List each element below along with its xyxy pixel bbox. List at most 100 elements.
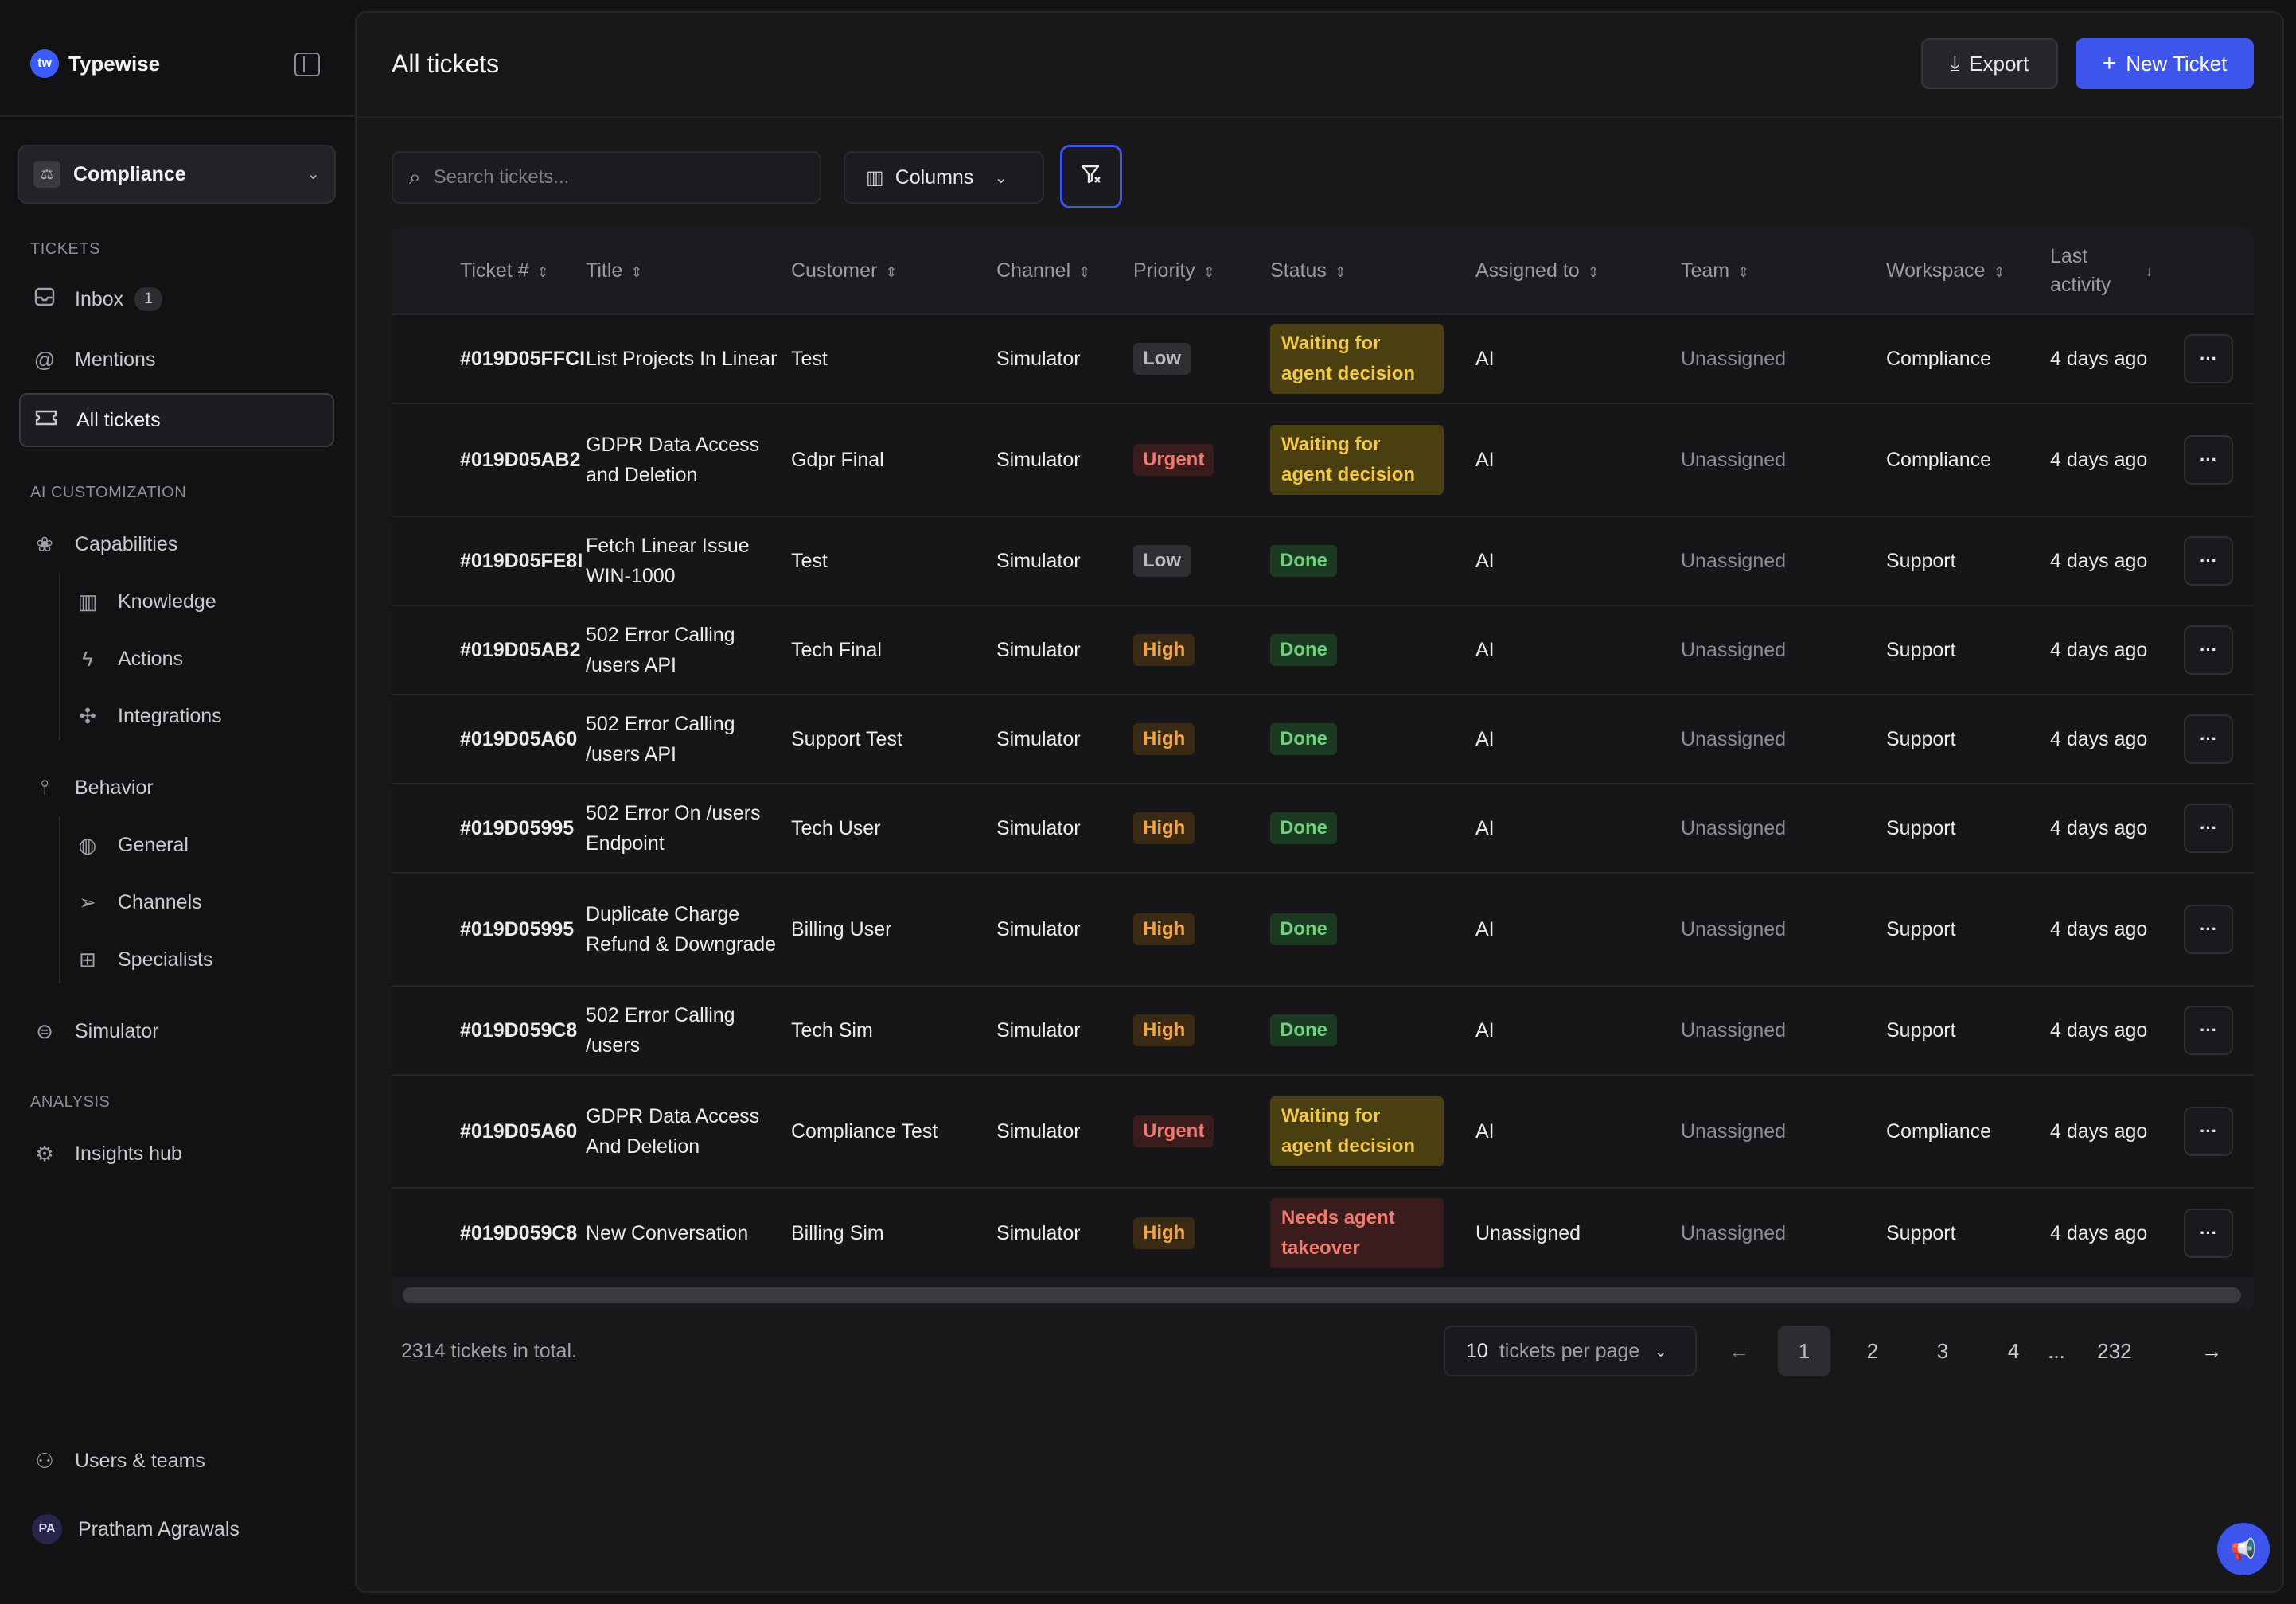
table-row[interactable]: #019D05FE8I Fetch Linear Issue WIN-1000 Te… (392, 516, 2254, 605)
sidebar-item-channels[interactable]: ➢ Channels (19, 875, 334, 929)
priority-cell: High (1133, 694, 1270, 784)
customer-cell: Test (791, 313, 996, 403)
page-last-button[interactable]: 232 (2097, 1338, 2132, 1363)
col-priority-header[interactable]: Priority ⇕ (1133, 228, 1270, 314)
table-row[interactable]: #019D05995 Duplicate Charge Refund & Down… (392, 872, 2254, 986)
more-options-icon[interactable]: ··· (2184, 1107, 2233, 1156)
sidebar-item-specialists[interactable]: ⊞ Specialists (19, 932, 334, 987)
sidebar-item-label: Integrations (118, 704, 222, 727)
arrow-right-icon: → (2201, 1338, 2222, 1363)
assigned-cell: AI (1475, 985, 1681, 1075)
row-actions-cell: ··· (2184, 605, 2254, 695)
page-2-button[interactable]: 2 (1866, 1338, 1879, 1363)
workspace-selector[interactable]: ⚖ Compliance ⌄ (18, 145, 336, 204)
brand[interactable]: tw Typewise (30, 49, 160, 78)
table-row[interactable]: #019D059C8 502 Error Calling /users Tech S… (392, 985, 2254, 1075)
sidebar-item-actions[interactable]: ϟ Actions (19, 632, 334, 686)
workspace-cell: Support (1886, 694, 2050, 784)
col-channel-header[interactable]: Channel ⇕ (996, 228, 1133, 314)
sidebar-item-simulator[interactable]: ⊜ Simulator (19, 1004, 334, 1058)
search-field[interactable]: ⌕ (392, 151, 821, 204)
help-announcement-button[interactable]: 📢 (2217, 1523, 2270, 1575)
user-profile[interactable]: PA Pratham Agrawals (19, 1502, 334, 1556)
header-divider (357, 116, 2282, 118)
search-input[interactable] (431, 165, 785, 189)
col-title-header[interactable]: Title ⇕ (586, 228, 791, 314)
filter-button[interactable] (1060, 145, 1122, 208)
more-options-icon[interactable]: ··· (2184, 1208, 2233, 1258)
sort-icon: ⇕ (1737, 263, 1750, 280)
status-badge: Done (1270, 545, 1337, 577)
page-4-button[interactable]: 4 (2007, 1338, 2020, 1363)
main-panel: All tickets ⤓ Export + New Ticket ⌕ ▥ Co… (355, 11, 2284, 1593)
table-row[interactable]: #019D05A60 502 Error Calling /users API Su… (392, 694, 2254, 784)
more-options-icon[interactable]: ··· (2184, 714, 2233, 764)
prev-page-button[interactable]: ← (1713, 1326, 1765, 1376)
export-button[interactable]: ⤓ Export (1921, 38, 2058, 89)
page-1-button[interactable]: 1 (1778, 1326, 1830, 1376)
sort-icon: ⇕ (536, 263, 549, 280)
col-assigned-header[interactable]: Assigned to ⇕ (1475, 228, 1681, 314)
sidebar-item-users-teams[interactable]: ⚇ Users & teams (19, 1434, 334, 1488)
status-cell: Done (1270, 516, 1475, 605)
channel-cell: Simulator (996, 1187, 1133, 1277)
table-row[interactable]: #019D05995 502 Error On /users Endpoint Te… (392, 783, 2254, 873)
row-actions-cell: ··· (2184, 783, 2254, 873)
status-cell: Waiting for agent decision (1270, 313, 1475, 403)
page-3-button[interactable]: 3 (1936, 1338, 1949, 1363)
sidebar-item-inbox[interactable]: Inbox 1 (19, 272, 334, 326)
per-page-select[interactable]: 10 tickets per page ⌄ (1444, 1326, 1697, 1376)
lightning-icon: ϟ (82, 646, 93, 671)
more-options-icon[interactable]: ··· (2184, 435, 2233, 485)
at-sign-icon: @ (33, 347, 56, 372)
workspace-cell: Support (1886, 516, 2050, 605)
sidebar-item-mentions[interactable]: @ Mentions (19, 333, 334, 387)
sidebar-item-general[interactable]: ◍ General (19, 818, 334, 872)
col-status-header[interactable]: Status ⇕ (1270, 228, 1475, 314)
status-cell: Done (1270, 985, 1475, 1075)
col-label: Priority (1133, 259, 1195, 282)
sidebar-item-insights-hub[interactable]: ⚙ Insights hub (19, 1127, 334, 1181)
next-page-button[interactable]: → (2185, 1326, 2238, 1376)
customer-cell: Tech User (791, 783, 996, 873)
col-customer-header[interactable]: Customer ⇕ (791, 228, 996, 314)
sidebar-item-knowledge[interactable]: ▥ Knowledge (19, 574, 334, 629)
status-cell: Done (1270, 783, 1475, 873)
status-badge: Done (1270, 913, 1337, 945)
sidebar-item-integrations[interactable]: ✣ Integrations (19, 689, 334, 743)
sidebar-item-behavior[interactable]: ⫯ Behavior (19, 761, 334, 815)
row-actions-cell: ··· (2184, 1187, 2254, 1277)
col-ticket-header[interactable]: Ticket # ⇕ (392, 228, 586, 314)
horizontal-scrollbar[interactable] (403, 1287, 2241, 1303)
brain-icon: ❀ (36, 531, 53, 556)
sidebar-item-label: Knowledge (118, 590, 216, 613)
col-last-activity-header[interactable]: Last activity ↓ (2050, 228, 2184, 314)
collapse-sidebar-icon[interactable] (294, 53, 320, 76)
sort-icon: ⇕ (1203, 263, 1215, 280)
sort-icon: ⇕ (1993, 263, 2006, 280)
more-options-icon[interactable]: ··· (2184, 536, 2233, 586)
team-cell: Unassigned (1681, 694, 1886, 784)
team-cell: Unassigned (1681, 403, 1886, 516)
ticket-title-cell: Duplicate Charge Refund & Downgrade (586, 872, 791, 986)
table-row[interactable]: #019D05A60 GDPR Data Access And Deletion C… (392, 1074, 2254, 1188)
priority-cell: High (1133, 985, 1270, 1075)
sidebar-item-capabilities[interactable]: ❀ Capabilities (19, 517, 334, 571)
sort-icon: ⇕ (1587, 263, 1600, 280)
more-options-icon[interactable]: ··· (2184, 1006, 2233, 1055)
table-row[interactable]: #019D05AB2 502 Error Calling /users API Te… (392, 605, 2254, 695)
columns-button[interactable]: ▥ Columns ⌄ (844, 151, 1044, 204)
more-options-icon[interactable]: ··· (2184, 334, 2233, 383)
col-team-header[interactable]: Team ⇕ (1681, 228, 1886, 314)
sidebar-item-all-tickets[interactable]: All tickets (19, 393, 334, 447)
table-row[interactable]: #019D05FFCI List Projects In Linear Test Si… (392, 313, 2254, 403)
table-row[interactable]: #019D059C8 New Conversation Billing Sim Sim… (392, 1187, 2254, 1277)
more-options-icon[interactable]: ··· (2184, 625, 2233, 675)
more-options-icon[interactable]: ··· (2184, 804, 2233, 853)
more-options-icon[interactable]: ··· (2184, 905, 2233, 954)
table-row[interactable]: #019D05AB2 GDPR Data Access and Deletion G… (392, 403, 2254, 516)
status-badge: Waiting for agent decision (1270, 324, 1444, 394)
team-cell: Unassigned (1681, 1074, 1886, 1188)
new-ticket-button[interactable]: + New Ticket (2076, 38, 2254, 89)
col-workspace-header[interactable]: Workspace ⇕ (1886, 228, 2050, 314)
